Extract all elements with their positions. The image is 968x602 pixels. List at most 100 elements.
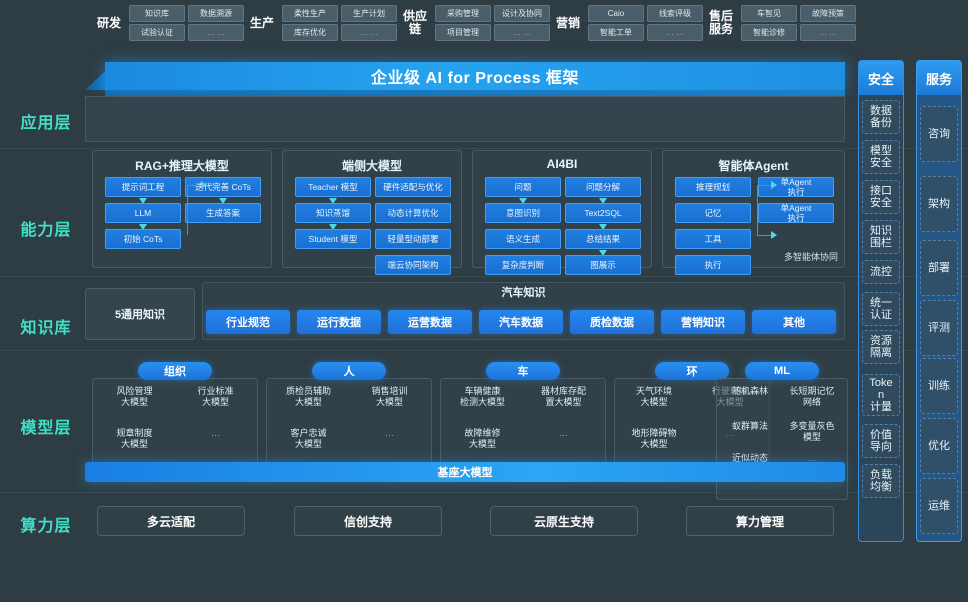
- capability-box[interactable]: 图展示: [565, 255, 641, 275]
- knowledge-chip[interactable]: 其他: [752, 310, 836, 334]
- capability-box[interactable]: 单Agent 执行: [758, 203, 834, 223]
- application-chip[interactable]: 智能诊修: [741, 24, 797, 41]
- rail-service-item[interactable]: 训练: [920, 358, 958, 414]
- application-chip[interactable]: 生产计划: [341, 5, 397, 22]
- model-item[interactable]: 客户忠诚 大模型: [290, 428, 327, 449]
- application-cell-row: 智能工单… …: [588, 24, 703, 41]
- model-item[interactable]: 质检员辅助 大模型: [285, 386, 331, 407]
- model-item[interactable]: …: [807, 453, 817, 463]
- capability-box[interactable]: LLM: [105, 203, 181, 223]
- capability-box[interactable]: 推理规划: [675, 177, 751, 197]
- rail-service-item[interactable]: 评测: [920, 300, 958, 356]
- application-chip[interactable]: 车智见: [741, 5, 797, 22]
- model-item[interactable]: 故障维修 大模型: [464, 428, 501, 449]
- application-chip[interactable]: 库存优化: [282, 24, 338, 41]
- capability-box[interactable]: 轻量型动部署: [375, 229, 451, 249]
- rail-security-item[interactable]: 知识 围栏: [862, 220, 900, 254]
- capability-box[interactable]: 动态计算优化: [375, 203, 451, 223]
- rail-security-item[interactable]: Toke n 计量: [862, 374, 900, 416]
- capability-box[interactable]: 执行: [675, 255, 751, 275]
- model-item[interactable]: …: [559, 428, 568, 438]
- application-chip[interactable]: 设计及协同: [494, 5, 550, 22]
- model-item[interactable]: 风险管理 大模型: [116, 386, 153, 407]
- model-item[interactable]: 长短期记忆 网络: [789, 386, 835, 407]
- application-chip[interactable]: 项目管理: [435, 24, 491, 41]
- rail-security-item[interactable]: 数据 备份: [862, 100, 900, 134]
- model-item[interactable]: 车辆健康 检测大模型: [459, 386, 505, 407]
- rail-security-item[interactable]: 流控: [862, 260, 900, 284]
- capability-box[interactable]: 迭代完善 CoTs: [185, 177, 261, 197]
- capability-box[interactable]: 问题分解: [565, 177, 641, 197]
- application-chip[interactable]: 智能工单: [588, 24, 644, 41]
- application-chip[interactable]: … …: [800, 24, 856, 41]
- application-chip[interactable]: 柔性生产: [282, 5, 338, 22]
- application-chip[interactable]: … …: [341, 24, 397, 41]
- model-item[interactable]: 销售培训 大模型: [371, 386, 408, 407]
- capability-box[interactable]: 记忆: [675, 203, 751, 223]
- rail-security-item[interactable]: 价值 导向: [862, 424, 900, 458]
- capability-box[interactable]: Teacher 模型: [295, 177, 371, 197]
- model-item[interactable]: …: [385, 428, 394, 438]
- application-chip[interactable]: … …: [494, 24, 550, 41]
- rail-security-item[interactable]: 统一 认证: [862, 292, 900, 326]
- rail-service-item[interactable]: 运维: [920, 478, 958, 534]
- compute-button[interactable]: 算力管理: [686, 506, 834, 536]
- model-item[interactable]: 行业标准 大模型: [197, 386, 234, 407]
- capability-box[interactable]: 提示词工程: [105, 177, 181, 197]
- arrow-down-icon: [139, 224, 147, 230]
- model-item[interactable]: 天气环境 大模型: [635, 386, 672, 407]
- capability-box[interactable]: 语义生成: [485, 229, 561, 249]
- application-chip[interactable]: 线索评级: [647, 5, 703, 22]
- model-item[interactable]: 蚁群算法: [731, 421, 768, 431]
- capability-box[interactable]: 端云协同架构: [375, 255, 451, 275]
- application-group-name: 生产: [249, 15, 274, 30]
- knowledge-chip[interactable]: 运行数据: [297, 310, 381, 334]
- knowledge-chip[interactable]: 运营数据: [388, 310, 472, 334]
- application-chip[interactable]: 故障预策: [800, 5, 856, 22]
- hero-base-plate: [105, 90, 845, 96]
- application-chip[interactable]: Caio: [588, 5, 644, 22]
- compute-button[interactable]: 信创支持: [294, 506, 442, 536]
- application-chip[interactable]: 试验认证: [129, 24, 185, 41]
- capability-box[interactable]: 意图识别: [485, 203, 561, 223]
- capability-box[interactable]: 工具: [675, 229, 751, 249]
- rail-service-item[interactable]: 优化: [920, 418, 958, 474]
- knowledge-chip[interactable]: 行业规范: [206, 310, 290, 334]
- model-item[interactable]: 随机森林: [731, 386, 768, 396]
- rail-security-item[interactable]: 资源 隔离: [862, 330, 900, 364]
- capability-box[interactable]: Text2SQL: [565, 203, 641, 223]
- model-item[interactable]: 地形障碍物 大模型: [631, 428, 677, 449]
- compute-button[interactable]: 云原生支持: [490, 506, 638, 536]
- capability-box[interactable]: 硬件适配与优化: [375, 177, 451, 197]
- rail-security-item[interactable]: 接口 安全: [862, 180, 900, 214]
- application-chip[interactable]: 数据溯源: [188, 5, 244, 22]
- model-item[interactable]: 多变量灰色 模型: [789, 421, 835, 442]
- rail-service-item[interactable]: 咨询: [920, 106, 958, 162]
- capability-box[interactable]: Student 模型: [295, 229, 371, 249]
- application-chip[interactable]: … …: [188, 24, 244, 41]
- capability-box[interactable]: 问题: [485, 177, 561, 197]
- rail-service-item[interactable]: 部署: [920, 240, 958, 296]
- connector-line: [187, 185, 188, 235]
- model-item[interactable]: 器材库存配 置大模型: [540, 386, 586, 407]
- capability-panel: RAG+推理大模型 提示词工程 LLM 初始 CoTs 迭代完善 CoTs 生成答案: [92, 150, 272, 268]
- knowledge-chip[interactable]: 营销知识: [661, 310, 745, 334]
- rail-service-item[interactable]: 架构: [920, 176, 958, 232]
- capability-box[interactable]: 初始 CoTs: [105, 229, 181, 249]
- capability-box[interactable]: 总结结果: [565, 229, 641, 249]
- layer-label-capability: 能力层: [20, 222, 72, 239]
- application-chip[interactable]: 采购管理: [435, 5, 491, 22]
- model-item[interactable]: …: [211, 428, 220, 438]
- compute-button[interactable]: 多云适配: [97, 506, 245, 536]
- knowledge-chip[interactable]: 汽车数据: [479, 310, 563, 334]
- knowledge-chip[interactable]: 质检数据: [570, 310, 654, 334]
- capability-box[interactable]: 复杂度判断: [485, 255, 561, 275]
- capability-box[interactable]: 生成答案: [185, 203, 261, 223]
- capability-box[interactable]: 单Agent 执行: [758, 177, 834, 197]
- application-chip[interactable]: 知识库: [129, 5, 185, 22]
- rail-security-item[interactable]: 负载 均衡: [862, 464, 900, 498]
- capability-box[interactable]: 知识蒸馏: [295, 203, 371, 223]
- rail-security-item[interactable]: 模型 安全: [862, 140, 900, 174]
- application-chip[interactable]: … …: [647, 24, 703, 41]
- model-item[interactable]: 规章制度 大模型: [116, 428, 153, 449]
